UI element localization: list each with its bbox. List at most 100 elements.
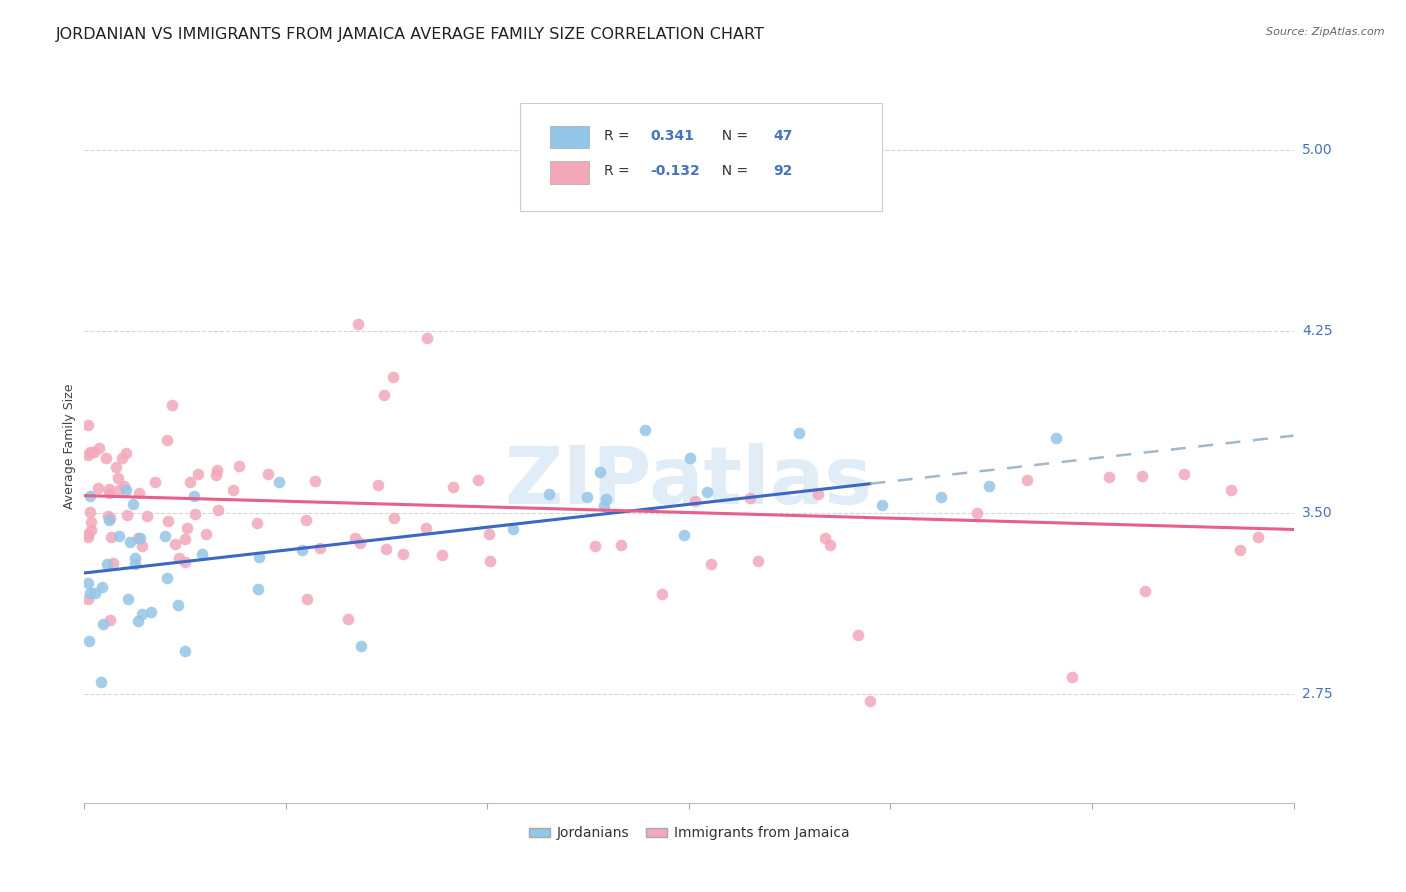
Point xyxy=(156,433,179,447)
Point xyxy=(87,441,110,455)
Point xyxy=(77,527,100,541)
Point xyxy=(349,536,371,550)
Point xyxy=(98,482,121,496)
Point xyxy=(1220,483,1243,497)
Point xyxy=(291,543,314,558)
Point xyxy=(679,451,702,466)
Point xyxy=(122,498,145,512)
Text: -0.132: -0.132 xyxy=(650,164,700,178)
Point xyxy=(131,607,153,621)
Point xyxy=(79,515,101,529)
Text: R =: R = xyxy=(605,128,634,143)
Point xyxy=(79,490,101,504)
Point xyxy=(392,547,415,561)
Point xyxy=(207,503,229,517)
Point xyxy=(97,509,120,524)
Point xyxy=(859,694,882,708)
Point xyxy=(651,587,673,601)
Point xyxy=(124,558,146,572)
Point xyxy=(98,613,121,627)
Point xyxy=(79,506,101,520)
Text: R =: R = xyxy=(605,164,634,178)
Point xyxy=(107,471,129,485)
Point xyxy=(295,513,318,527)
Text: 3.50: 3.50 xyxy=(1302,506,1333,519)
Point xyxy=(79,634,101,648)
Point xyxy=(820,537,842,551)
Point xyxy=(183,489,205,503)
Point xyxy=(77,530,100,544)
Point xyxy=(127,531,149,545)
Y-axis label: Average Family Size: Average Family Size xyxy=(63,384,76,508)
Point xyxy=(478,554,501,568)
Point xyxy=(115,483,138,497)
Point xyxy=(267,475,290,490)
Point xyxy=(1130,469,1153,483)
Point xyxy=(117,592,139,607)
Point xyxy=(187,467,209,481)
Point xyxy=(94,450,117,465)
Text: N =: N = xyxy=(713,128,752,143)
Point xyxy=(381,370,404,384)
Point xyxy=(77,417,100,432)
Point xyxy=(204,468,226,483)
Point xyxy=(337,612,360,626)
Point xyxy=(374,541,396,556)
FancyBboxPatch shape xyxy=(520,103,883,211)
Point xyxy=(538,487,561,501)
Point xyxy=(1045,431,1067,445)
Point xyxy=(347,317,370,331)
Point xyxy=(156,571,179,585)
Point xyxy=(502,522,524,536)
Point xyxy=(77,576,100,591)
Point xyxy=(247,550,270,565)
Point xyxy=(700,557,723,571)
Point xyxy=(98,511,121,525)
Point xyxy=(174,554,197,568)
Point xyxy=(1247,529,1270,543)
Point xyxy=(101,556,124,570)
Point xyxy=(747,554,769,568)
Text: JORDANIAN VS IMMIGRANTS FROM JAMAICA AVERAGE FAMILY SIZE CORRELATION CHART: JORDANIAN VS IMMIGRANTS FROM JAMAICA AVE… xyxy=(56,27,765,42)
FancyBboxPatch shape xyxy=(550,161,589,184)
Point xyxy=(195,527,218,541)
Point xyxy=(165,536,187,550)
Point xyxy=(1017,473,1039,487)
Text: 5.00: 5.00 xyxy=(1302,143,1333,157)
Text: ZIPatlas: ZIPatlas xyxy=(505,442,873,521)
Point xyxy=(350,639,373,653)
Point xyxy=(83,445,105,459)
Text: 2.75: 2.75 xyxy=(1302,687,1333,701)
Text: 92: 92 xyxy=(773,164,793,178)
Point xyxy=(583,539,606,553)
Point xyxy=(93,617,115,632)
Point xyxy=(576,490,599,504)
Point xyxy=(86,481,108,495)
Point xyxy=(588,465,610,479)
Point xyxy=(1229,543,1251,558)
Point xyxy=(83,586,105,600)
Point xyxy=(672,528,695,542)
Point xyxy=(184,507,207,521)
Point xyxy=(257,467,280,481)
Point xyxy=(90,674,112,689)
Point xyxy=(174,644,197,658)
Point xyxy=(124,551,146,566)
Point xyxy=(1173,467,1195,481)
Point xyxy=(114,446,136,460)
Point xyxy=(174,532,197,546)
Text: N =: N = xyxy=(713,164,752,178)
Point xyxy=(120,535,142,549)
Point xyxy=(931,490,953,504)
Point xyxy=(96,557,118,571)
Point xyxy=(166,599,188,613)
Point xyxy=(441,480,464,494)
Point xyxy=(79,586,101,600)
Point xyxy=(179,475,201,489)
Point xyxy=(176,520,198,534)
Point xyxy=(977,478,1000,492)
Point xyxy=(846,628,869,642)
Point xyxy=(1133,584,1156,599)
Point xyxy=(295,591,318,606)
Point xyxy=(228,458,250,473)
